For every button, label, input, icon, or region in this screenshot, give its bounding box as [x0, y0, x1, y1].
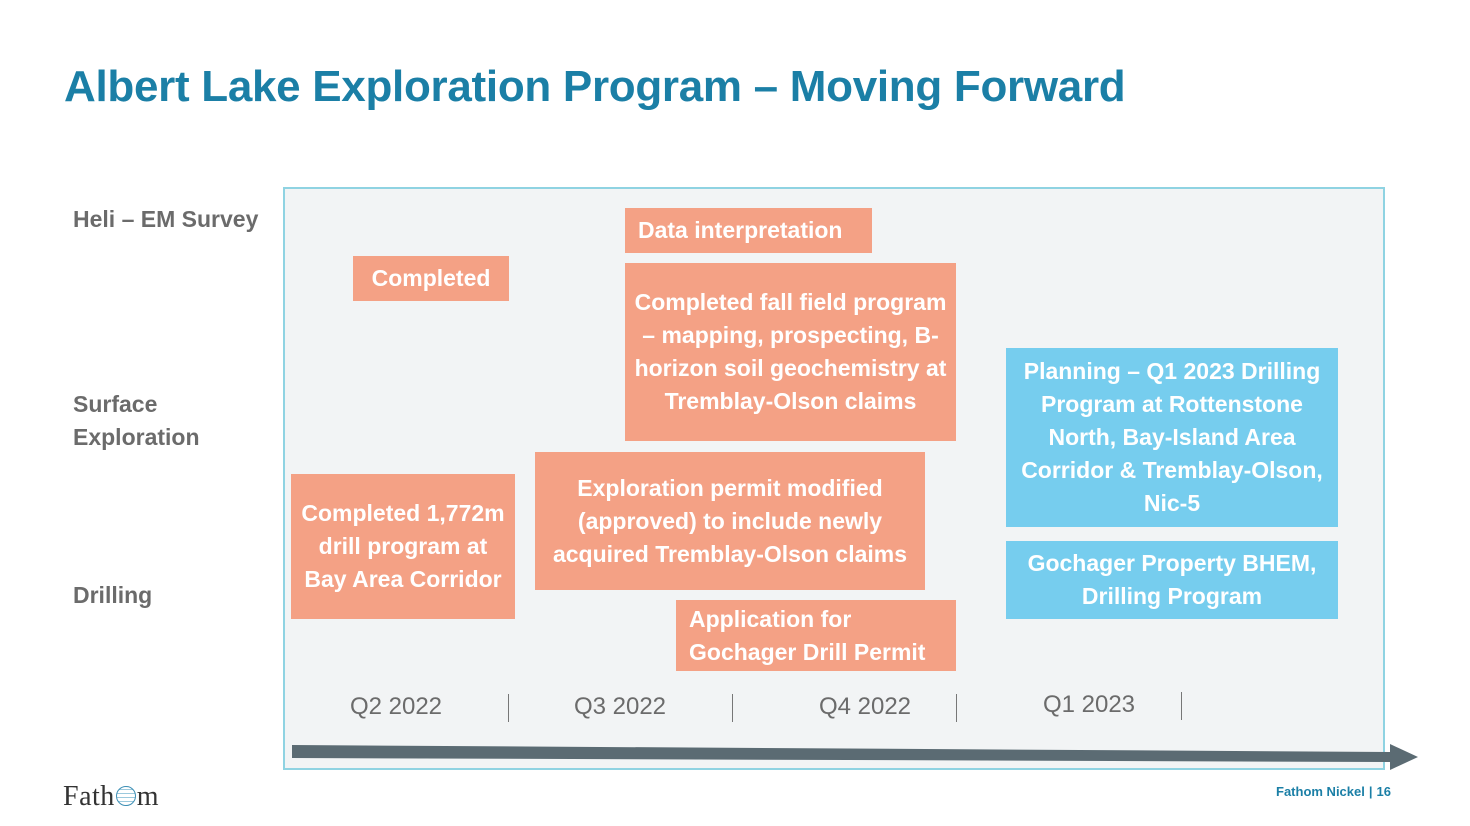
quarter-divider: [1181, 692, 1182, 720]
row-label-heli-em: Heli – EM Survey: [73, 206, 259, 232]
quarter-label-q3-2022: Q3 2022: [573, 693, 667, 720]
box-gochager-bhem: Gochager Property BHEM, Drilling Program: [1006, 541, 1338, 619]
quarter-divider: [956, 694, 957, 722]
box-drill-program: Completed 1,772m drill program at Bay Ar…: [291, 474, 515, 619]
quarter-label-q1-2023: Q1 2023: [1042, 691, 1136, 718]
globe-icon: [115, 786, 136, 806]
box-fall-field-program: Completed fall field program – mapping, …: [625, 263, 956, 441]
quarter-divider: [732, 694, 733, 722]
fathom-logo: Fath m: [63, 781, 160, 812]
quarter-label-q4-2022: Q4 2022: [818, 693, 912, 720]
footer: Fathom Nickel | 16: [1276, 784, 1391, 799]
row-label-surface-exploration: Surface Exploration: [73, 391, 200, 450]
box-permit-modified: Exploration permit modified (approved) t…: [535, 452, 925, 590]
slide-title: Albert Lake Exploration Program – Moving…: [64, 62, 1126, 111]
box-application-permit: Application for Gochager Drill Permit: [676, 600, 956, 671]
quarter-divider: [508, 694, 509, 722]
footer-company: Fathom Nickel: [1276, 784, 1365, 799]
box-completed-heli: Completed: [353, 256, 509, 301]
quarter-label-q2-2022: Q2 2022: [349, 693, 443, 720]
box-data-interpretation: Data interpretation: [625, 208, 872, 253]
row-label-drilling: Drilling: [73, 582, 153, 608]
box-planning-q1: Planning – Q1 2023 Drilling Program at R…: [1006, 348, 1338, 527]
footer-separator: |: [1368, 784, 1373, 799]
page-number: 16: [1376, 784, 1391, 799]
